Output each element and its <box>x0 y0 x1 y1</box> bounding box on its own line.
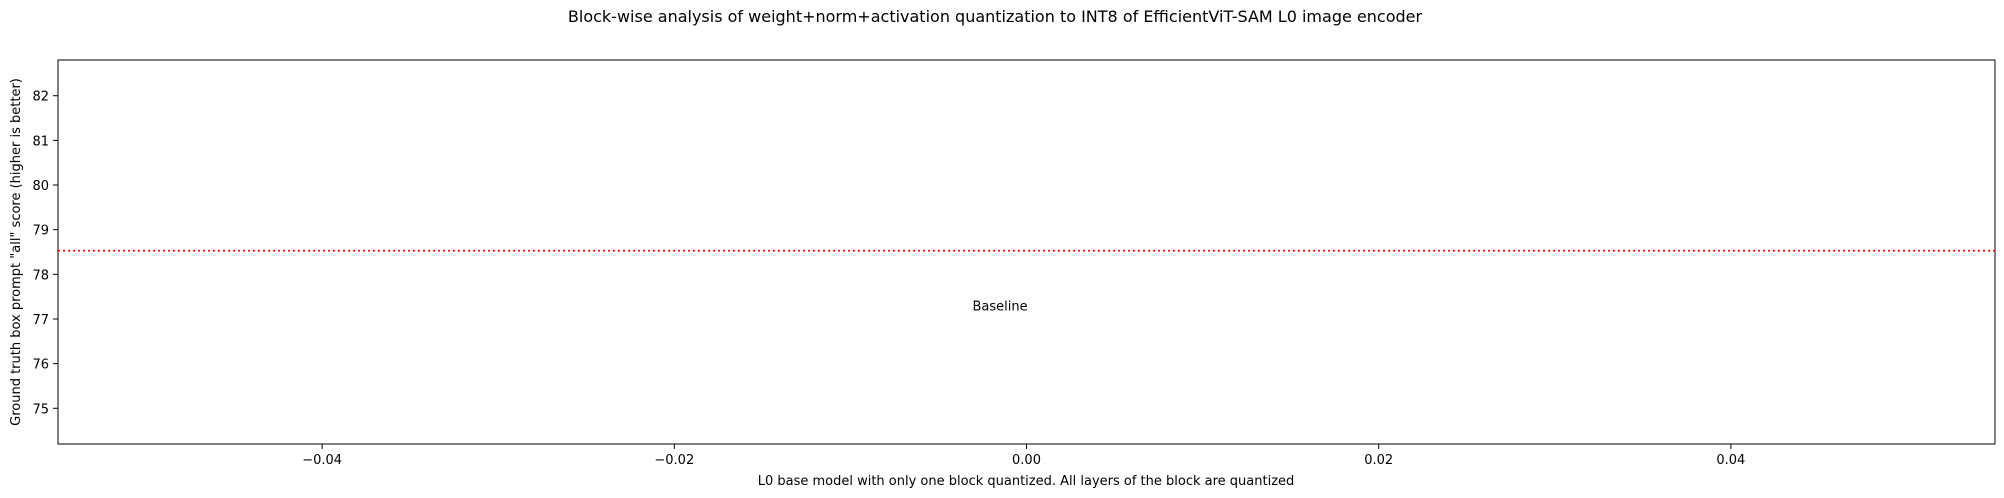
plot-area <box>57 59 1996 445</box>
y-tick-label: 81 <box>32 134 49 149</box>
y-tick-label: 82 <box>32 90 49 105</box>
x-tick-label: −0.04 <box>302 453 342 468</box>
x-tick-label: 0.04 <box>1716 453 1745 468</box>
x-axis-label: L0 base model with only one block quanti… <box>758 474 1295 489</box>
x-axis: −0.04 −0.02 0.00 0.02 0.04 <box>302 444 1745 468</box>
y-tick-label: 80 <box>32 179 49 194</box>
annotations: Baseline <box>973 300 1028 315</box>
y-axis-label: Ground truth box prompt "all" score (hig… <box>9 78 24 426</box>
y-tick-label: 76 <box>32 358 49 373</box>
chart-title: Block-wise analysis of weight+norm+activ… <box>568 7 1423 26</box>
y-axis: 75 76 77 78 79 80 81 82 <box>32 90 58 417</box>
x-tick-label: −0.02 <box>654 453 694 468</box>
y-tick-label: 75 <box>32 402 49 417</box>
y-tick-label: 79 <box>32 224 49 239</box>
baseline-annotation: Baseline <box>973 300 1028 315</box>
y-tick-label: 77 <box>32 313 49 328</box>
x-tick-label: 0.00 <box>1012 453 1041 468</box>
y-tick-label: 78 <box>32 268 49 283</box>
x-tick-label: 0.02 <box>1364 453 1393 468</box>
